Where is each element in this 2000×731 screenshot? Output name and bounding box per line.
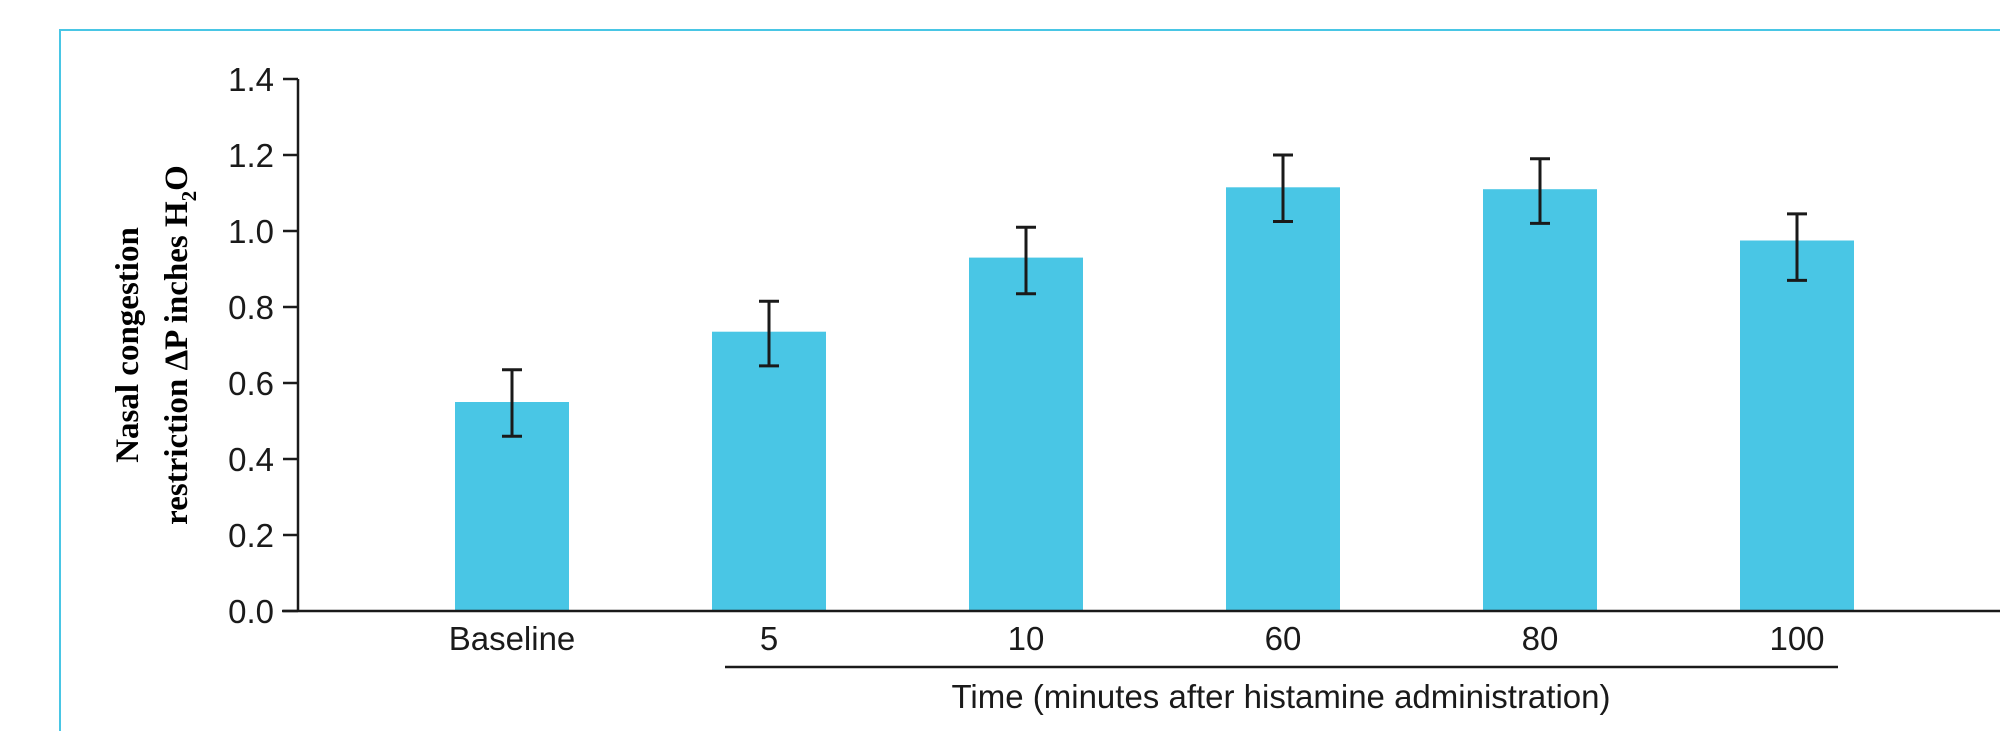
x-category-label: 100 xyxy=(1769,620,1824,657)
y-axis-ticks: 0.0 0.2 0.4 0.6 0.8 1.0 1.2 1.4 xyxy=(228,61,298,630)
y-axis-title-line2-end: O xyxy=(159,165,195,191)
bar xyxy=(1740,240,1854,611)
x-category-label: 5 xyxy=(760,620,778,657)
x-category-label: 10 xyxy=(1008,620,1045,657)
y-tick-label: 1.2 xyxy=(228,137,274,174)
bar xyxy=(1483,189,1597,611)
y-tick-label: 0.4 xyxy=(228,441,274,478)
x-axis-title: Time (minutes after histamine administra… xyxy=(951,678,1610,715)
x-category-label: 60 xyxy=(1265,620,1302,657)
y-axis-title-subscript: 2 xyxy=(177,191,201,202)
y-axis-title: Nasal congestion restriction ΔP inches H… xyxy=(110,165,201,525)
y-axis-title-line2: restriction ΔP inches H2O xyxy=(159,165,201,525)
y-tick-label: 0.2 xyxy=(228,517,274,554)
frame-border xyxy=(59,29,2000,731)
bar xyxy=(1226,187,1340,612)
bar xyxy=(712,331,826,611)
y-tick-label: 0.8 xyxy=(228,289,274,326)
y-tick-label: 0.6 xyxy=(228,365,274,402)
x-category-label: Baseline xyxy=(449,620,576,657)
x-category-label: 80 xyxy=(1522,620,1559,657)
x-axis-labels: Baseline 5 10 60 80 100 xyxy=(449,620,1825,657)
y-axis-title-line2-main: restriction ΔP inches H xyxy=(159,201,195,525)
bar xyxy=(969,257,1083,611)
y-tick-label: 0.0 xyxy=(228,593,274,630)
y-tick-label: 1.4 xyxy=(228,61,274,98)
y-axis-title-line1: Nasal congestion xyxy=(110,227,146,463)
y-tick-label: 1.0 xyxy=(228,213,274,250)
bars xyxy=(455,187,1854,612)
error-bars xyxy=(502,153,1807,438)
